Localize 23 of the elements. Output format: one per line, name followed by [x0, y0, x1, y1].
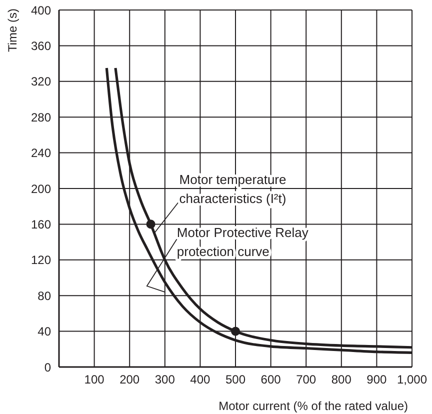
- y-tick-label: 320: [30, 74, 52, 89]
- x-tick-label: 700: [296, 372, 316, 387]
- x-tick-label: 500: [225, 372, 246, 387]
- y-tick-label: 200: [30, 182, 52, 196]
- x-tick-label: 200: [120, 372, 140, 387]
- y-tick-label: 400: [30, 3, 52, 18]
- x-tick-label: 1,000: [396, 372, 428, 387]
- y-tick-label: 120: [30, 253, 52, 268]
- y-tick-label: 280: [30, 110, 52, 124]
- y-tick-label: 160: [30, 217, 52, 232]
- x-tick-label: 800: [331, 372, 352, 387]
- y-axis-title: Time (s): [6, 8, 20, 52]
- y-tick-label: 360: [30, 38, 52, 53]
- y-tick-label: 240: [30, 146, 52, 160]
- y-tick-label: 80: [38, 288, 52, 303]
- y-tick-label: 40: [38, 324, 52, 339]
- x-tick-label: 900: [366, 372, 388, 387]
- x-tick-label: 400: [190, 372, 211, 387]
- x-tick-label: 100: [84, 372, 105, 387]
- y-tick-label: 0: [44, 360, 52, 374]
- x-tick-label: 600: [260, 372, 282, 387]
- x-tick-label: 300: [154, 372, 176, 387]
- x-axis-title: Motor current (% of the rated value): [218, 399, 408, 413]
